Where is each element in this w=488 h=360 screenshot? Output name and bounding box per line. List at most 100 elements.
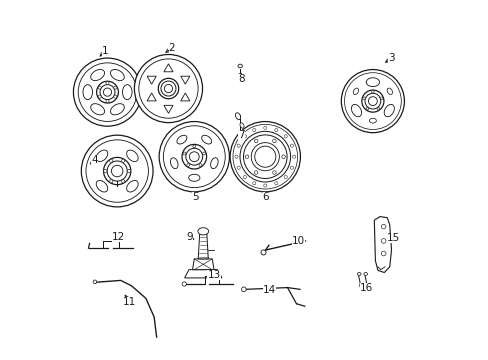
Ellipse shape xyxy=(363,273,367,275)
Ellipse shape xyxy=(103,170,107,173)
Ellipse shape xyxy=(254,171,257,174)
Ellipse shape xyxy=(177,135,186,144)
Ellipse shape xyxy=(368,118,376,123)
Ellipse shape xyxy=(163,126,225,188)
Ellipse shape xyxy=(201,135,211,144)
Text: 14: 14 xyxy=(263,285,276,296)
Ellipse shape xyxy=(91,69,104,81)
Ellipse shape xyxy=(78,63,137,121)
Text: 11: 11 xyxy=(122,297,135,307)
Ellipse shape xyxy=(97,81,118,103)
Ellipse shape xyxy=(230,122,300,192)
Polygon shape xyxy=(163,64,173,72)
Ellipse shape xyxy=(380,97,382,99)
Ellipse shape xyxy=(362,97,365,99)
Ellipse shape xyxy=(134,54,202,123)
Ellipse shape xyxy=(170,158,178,169)
Polygon shape xyxy=(181,93,189,101)
Ellipse shape xyxy=(254,139,257,143)
Ellipse shape xyxy=(234,155,238,158)
Ellipse shape xyxy=(126,150,138,162)
Ellipse shape xyxy=(368,97,377,105)
Polygon shape xyxy=(163,105,173,113)
Polygon shape xyxy=(184,270,222,278)
Ellipse shape xyxy=(357,273,360,275)
Ellipse shape xyxy=(114,86,117,89)
Ellipse shape xyxy=(98,86,101,89)
Ellipse shape xyxy=(365,284,368,287)
Ellipse shape xyxy=(185,148,203,165)
Ellipse shape xyxy=(384,104,393,117)
Ellipse shape xyxy=(366,107,368,110)
Ellipse shape xyxy=(98,95,101,98)
Text: 2: 2 xyxy=(168,43,175,53)
Text: 9: 9 xyxy=(186,232,193,242)
Ellipse shape xyxy=(243,135,286,179)
Ellipse shape xyxy=(284,175,286,179)
Ellipse shape xyxy=(189,152,199,162)
Ellipse shape xyxy=(73,58,142,126)
Text: 6: 6 xyxy=(262,192,269,202)
Ellipse shape xyxy=(83,85,92,100)
Ellipse shape xyxy=(109,180,113,183)
Ellipse shape xyxy=(274,129,277,132)
Text: 10: 10 xyxy=(291,236,304,246)
Text: 1: 1 xyxy=(102,46,108,56)
Ellipse shape xyxy=(252,182,255,185)
Ellipse shape xyxy=(386,88,392,95)
Ellipse shape xyxy=(263,184,266,187)
Text: 5: 5 xyxy=(191,192,198,202)
Ellipse shape xyxy=(241,287,245,292)
Ellipse shape xyxy=(109,159,113,162)
Ellipse shape xyxy=(243,175,246,179)
Ellipse shape xyxy=(364,93,380,109)
Ellipse shape xyxy=(281,155,285,158)
Text: 3: 3 xyxy=(387,53,394,63)
Ellipse shape xyxy=(126,180,138,192)
Ellipse shape xyxy=(161,81,176,96)
Ellipse shape xyxy=(121,159,124,162)
Polygon shape xyxy=(373,217,391,273)
Ellipse shape xyxy=(252,129,255,132)
Ellipse shape xyxy=(203,152,205,155)
Ellipse shape xyxy=(164,85,172,93)
Ellipse shape xyxy=(86,140,148,202)
Ellipse shape xyxy=(182,144,206,169)
Ellipse shape xyxy=(290,144,293,147)
Ellipse shape xyxy=(240,131,290,182)
Ellipse shape xyxy=(272,139,276,143)
Text: 4: 4 xyxy=(91,155,98,165)
Ellipse shape xyxy=(243,135,246,138)
Ellipse shape xyxy=(188,174,200,181)
Ellipse shape xyxy=(159,122,229,192)
Ellipse shape xyxy=(235,113,240,120)
Ellipse shape xyxy=(366,78,379,87)
Ellipse shape xyxy=(107,161,127,181)
Ellipse shape xyxy=(158,78,178,99)
Ellipse shape xyxy=(210,158,218,169)
Ellipse shape xyxy=(351,104,361,117)
Text: 13: 13 xyxy=(207,270,220,280)
Ellipse shape xyxy=(183,152,185,155)
Ellipse shape xyxy=(238,64,242,68)
Text: 7: 7 xyxy=(238,130,244,140)
Ellipse shape xyxy=(103,88,111,96)
Ellipse shape xyxy=(341,69,404,133)
Ellipse shape xyxy=(284,135,286,138)
Ellipse shape xyxy=(251,143,279,171)
Polygon shape xyxy=(198,234,208,259)
Ellipse shape xyxy=(127,170,130,173)
Ellipse shape xyxy=(100,85,115,100)
Ellipse shape xyxy=(371,90,373,93)
Ellipse shape xyxy=(290,166,293,169)
Ellipse shape xyxy=(261,250,265,255)
Ellipse shape xyxy=(199,164,202,166)
Ellipse shape xyxy=(110,104,124,115)
Ellipse shape xyxy=(110,69,124,81)
Ellipse shape xyxy=(93,280,97,284)
Ellipse shape xyxy=(245,155,248,158)
Ellipse shape xyxy=(139,59,198,118)
Ellipse shape xyxy=(381,224,385,229)
Ellipse shape xyxy=(96,180,107,192)
Ellipse shape xyxy=(103,157,131,185)
